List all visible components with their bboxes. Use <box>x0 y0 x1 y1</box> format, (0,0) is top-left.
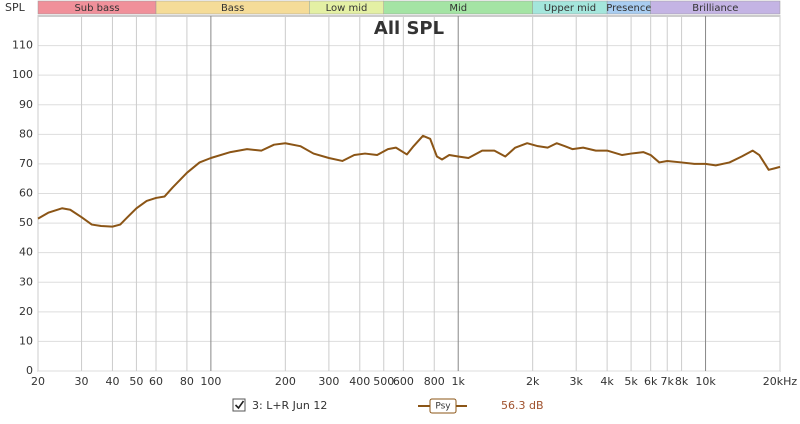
band <box>650 0 781 15</box>
x-tick-label: 300 <box>318 375 339 388</box>
chart-title: All SPL <box>374 18 444 39</box>
y-tick-label: 60 <box>19 187 33 200</box>
y-tick-label: 10 <box>19 334 33 347</box>
x-tick-label: 7k <box>661 375 675 388</box>
band-label: Low mid <box>326 3 368 14</box>
legend-label: 3: L+R Jun 12 <box>252 399 327 412</box>
band-label: Sub bass <box>74 3 119 14</box>
x-tick-label: 5k <box>624 375 638 388</box>
y-tick-label: 80 <box>19 127 33 140</box>
x-tick-label: 4k <box>600 375 614 388</box>
x-tick-label: 30 <box>75 375 89 388</box>
x-tick-label: 60 <box>149 375 163 388</box>
y-tick-label: 90 <box>19 98 33 111</box>
x-tick-label: 600 <box>393 375 414 388</box>
x-tick-label: 400 <box>349 375 370 388</box>
x-tick-label: 50 <box>129 375 143 388</box>
x-tick-label: 100 <box>200 375 221 388</box>
x-tick-label: 2k <box>526 375 540 388</box>
y-tick-label: 50 <box>19 216 33 229</box>
x-tick-label: 6k <box>644 375 658 388</box>
x-tick-label: 40 <box>105 375 119 388</box>
band-label: Presence <box>606 3 651 14</box>
y-tick-label: 100 <box>12 68 33 81</box>
x-tick-label: 80 <box>180 375 194 388</box>
y-tick-label: 20 <box>19 305 33 318</box>
x-tick-label: 20 <box>31 375 45 388</box>
band-label: Bass <box>221 3 244 14</box>
y-tick-label: 110 <box>12 39 33 52</box>
x-tick-label: 10k <box>695 375 716 388</box>
y-tick-label: 0 <box>26 364 33 377</box>
band-label: Upper mid <box>544 3 596 14</box>
x-tick-label: 500 <box>373 375 394 388</box>
checkbox-tick <box>234 400 245 410</box>
series-line <box>37 134 781 228</box>
x-tick-label: 20kHz <box>763 375 798 388</box>
x-tick-label: 8k <box>675 375 689 388</box>
x-tick-label: 800 <box>424 375 445 388</box>
x-tick-label: 1k <box>452 375 466 388</box>
x-tick-label: 3k <box>570 375 584 388</box>
y-tick-label: 30 <box>19 275 33 288</box>
x-tick-label: 200 <box>275 375 296 388</box>
level-label: 56.3 dB <box>501 399 544 412</box>
y-tick-label: 40 <box>19 246 33 259</box>
band-label: Brilliance <box>692 3 738 14</box>
smoothing-badge[interactable] <box>429 398 457 414</box>
band-label: Mid <box>449 3 467 14</box>
y-tick-label: 70 <box>19 157 33 170</box>
smoothing-label: Psy <box>435 402 451 412</box>
y-axis-label: SPL <box>5 1 26 14</box>
